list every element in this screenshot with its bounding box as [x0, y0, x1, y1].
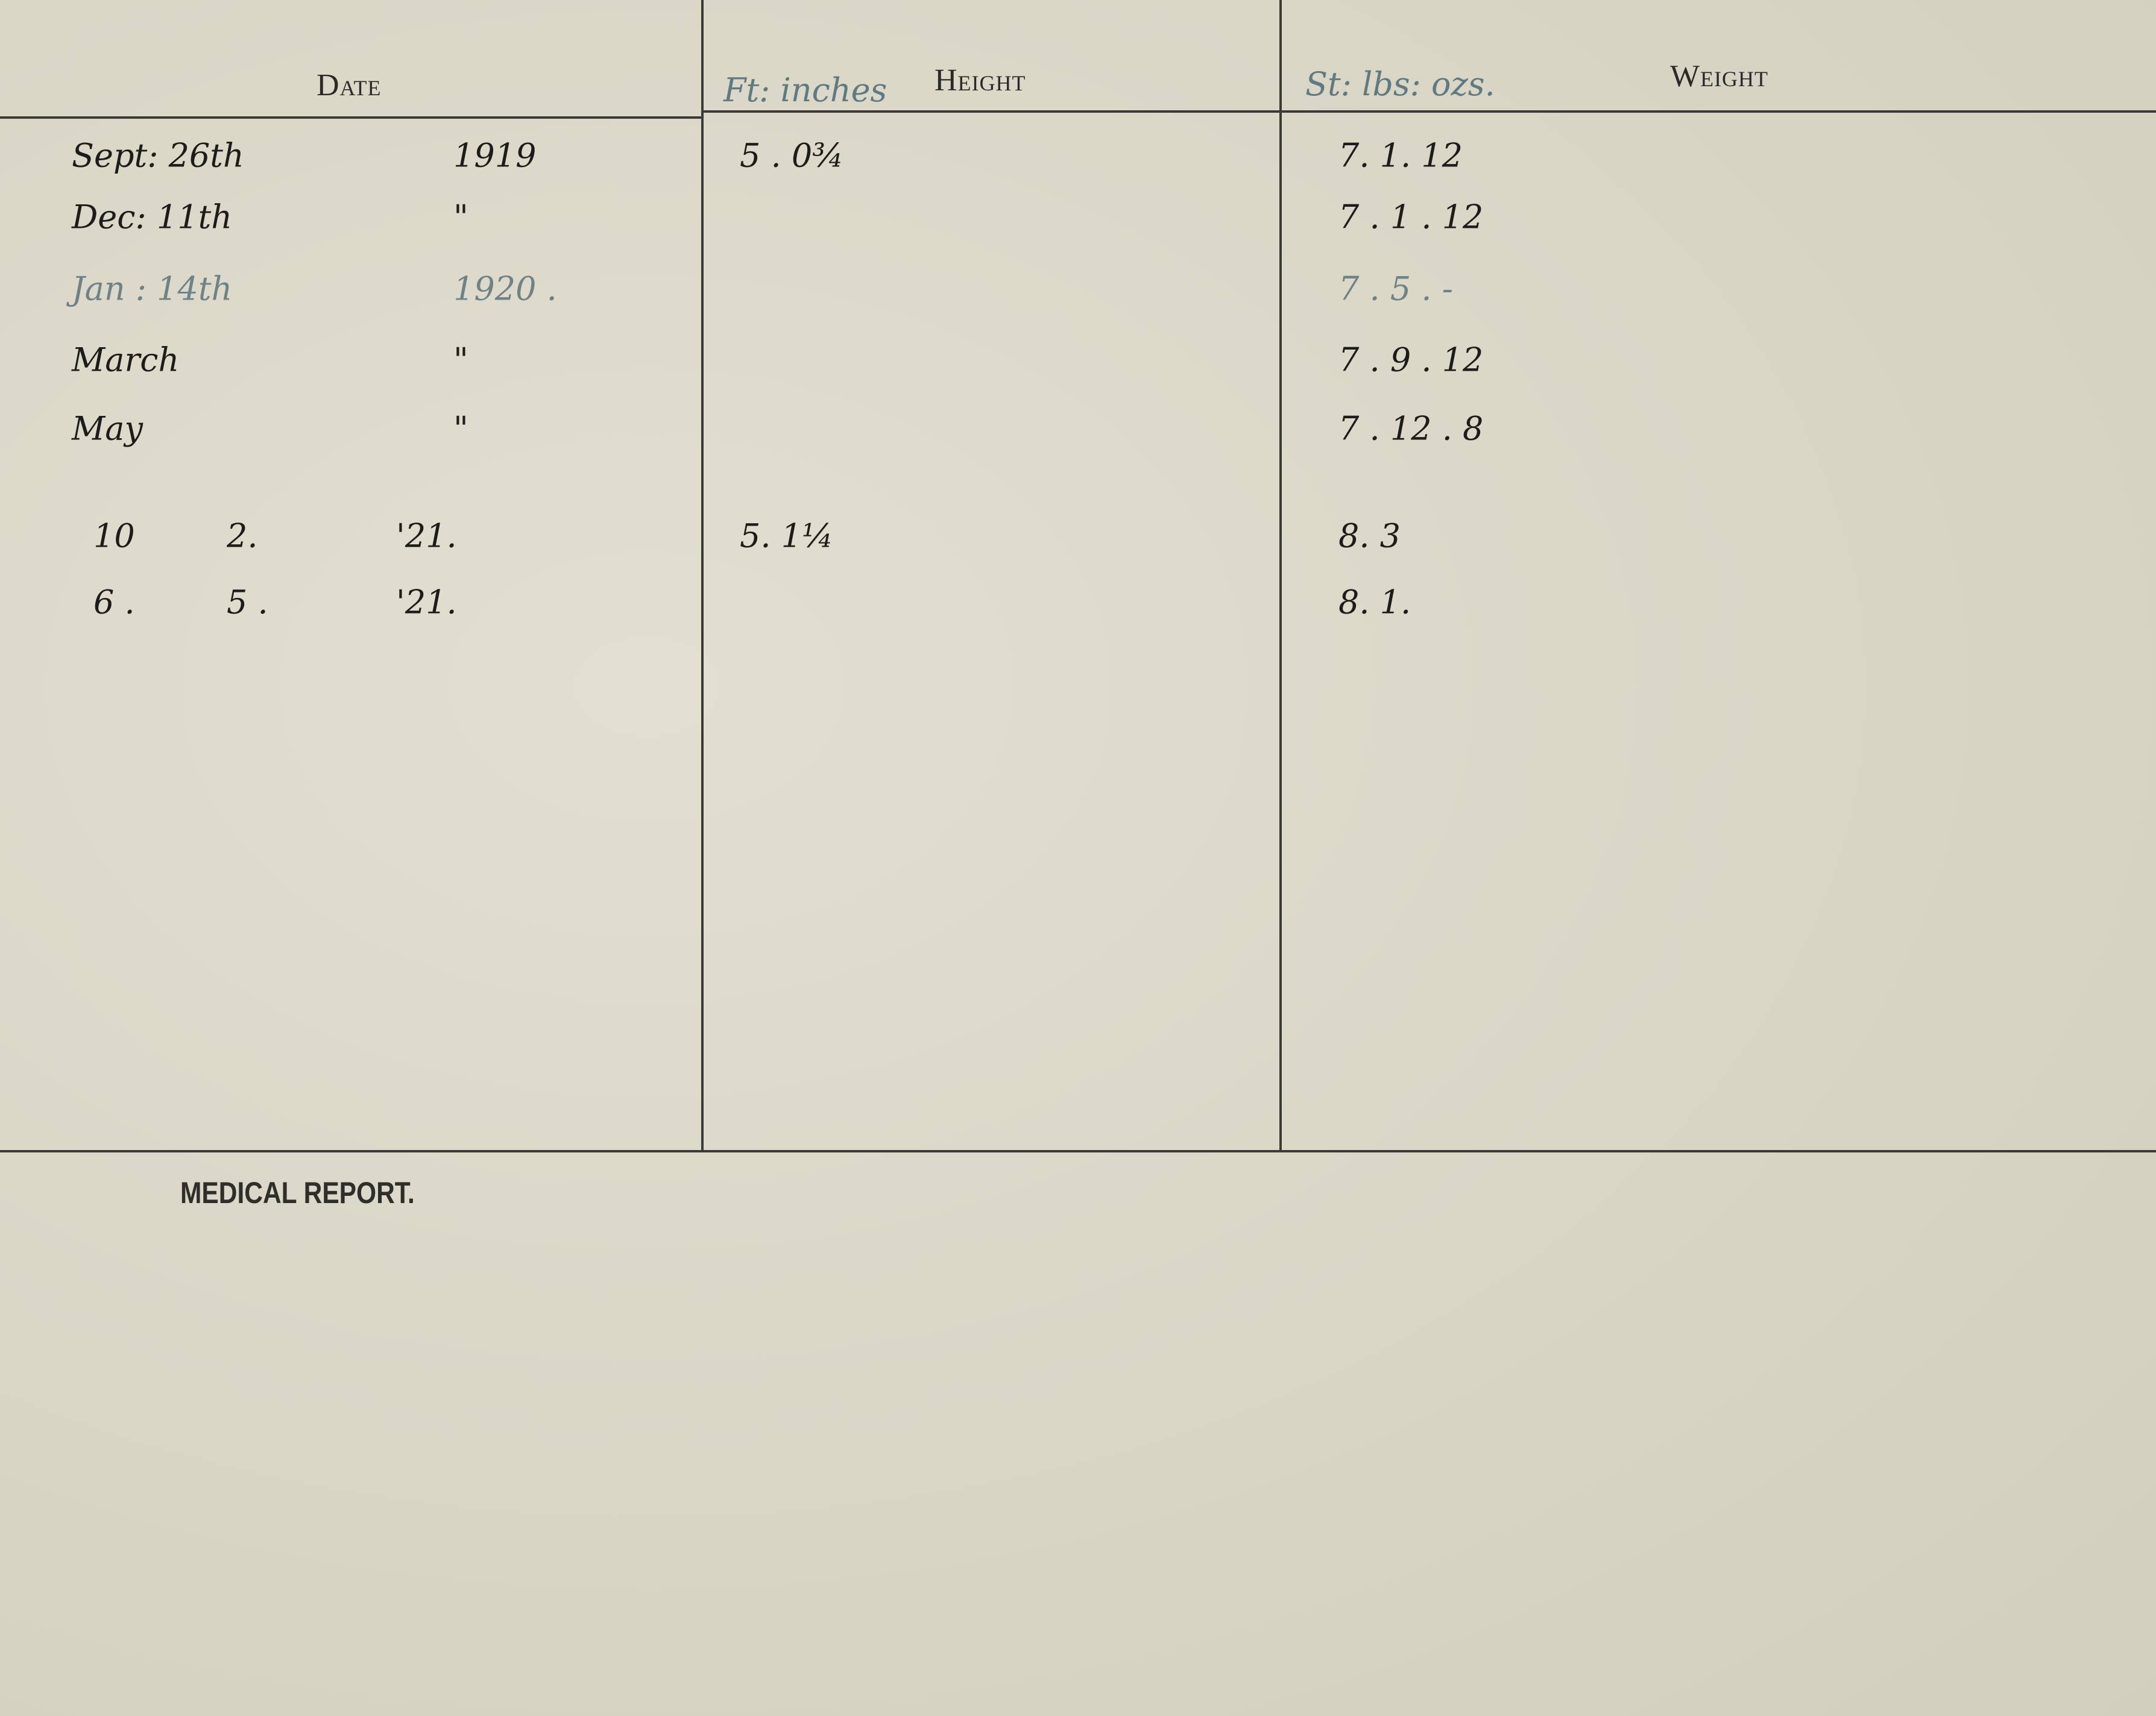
weight-value: 7 . 5 . -: [1338, 269, 1453, 308]
date-month: March: [72, 341, 180, 379]
date-day: 5 .: [227, 583, 268, 621]
weight-value: 7. 1. 12: [1338, 136, 1463, 175]
date-month: Dec: 11th: [72, 198, 233, 236]
date-day: 2.: [227, 517, 258, 555]
weight-value: 7 . 12 . 8: [1338, 409, 1484, 448]
date-month: 6 .: [93, 583, 135, 621]
date-header: Date: [317, 68, 382, 102]
header-rule-right: [701, 110, 2156, 113]
weight-value: 8. 3: [1338, 517, 1401, 555]
date-year: '21.: [396, 517, 457, 555]
height-value: 5. 1¼: [740, 517, 834, 555]
section-rule: [0, 1150, 2156, 1152]
date-year: 1920 .: [453, 269, 557, 308]
date-year: ": [453, 409, 468, 448]
weight-units: St: lbs: ozs.: [1305, 65, 1495, 103]
weight-value: 7 . 9 . 12: [1338, 341, 1484, 379]
medical-report-label: MEDICAL REPORT.: [180, 1176, 415, 1210]
height-units: Ft: inches: [723, 71, 887, 109]
height-header: Height: [935, 63, 1026, 98]
height-value: 5 . 0¾: [740, 136, 844, 175]
date-month: 10: [93, 517, 135, 555]
date-month: May: [72, 409, 143, 448]
date-year: 1919: [453, 136, 537, 175]
date-month: Jan : 14th: [72, 269, 233, 308]
date-year: ": [453, 341, 468, 379]
weight-header: Weight: [1670, 59, 1769, 93]
date-month: Sept: 26th: [72, 136, 244, 175]
column-divider-1: [701, 0, 704, 1150]
date-year: ": [453, 198, 468, 236]
date-year: '21.: [396, 583, 457, 621]
weight-value: 8. 1.: [1338, 583, 1411, 621]
weight-value: 7 . 1 . 12: [1338, 198, 1484, 236]
column-divider-2: [1279, 0, 1282, 1151]
header-rule-left: [0, 116, 701, 119]
